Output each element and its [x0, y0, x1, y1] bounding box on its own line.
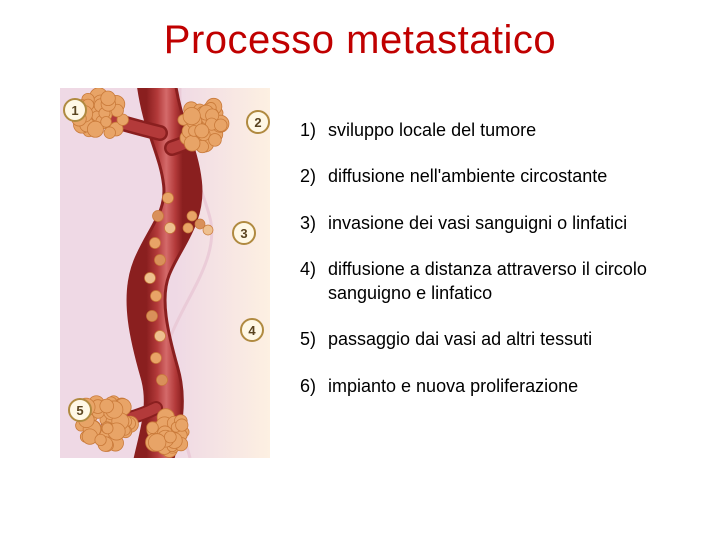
step-item: 5) passaggio dai vasi ad altri tessuti	[300, 327, 700, 351]
step-text: diffusione nell'ambiente circostante	[328, 164, 700, 188]
illustration-marker: 3	[232, 221, 256, 245]
step-number: 2)	[300, 164, 320, 188]
step-number: 5)	[300, 327, 320, 351]
step-text: passaggio dai vasi ad altri tessuti	[328, 327, 700, 351]
page-title: Processo metastatico	[0, 0, 720, 63]
step-text: impianto e nuova proliferazione	[328, 374, 700, 398]
illustration-marker: 4	[240, 318, 264, 342]
illustration-marker: 5	[68, 398, 92, 422]
illustration-marker: 1	[63, 98, 87, 122]
steps-list: 1) sviluppo locale del tumore 2) diffusione…	[300, 88, 700, 458]
step-item: 3) invasione dei vasi sanguigni o linfati…	[300, 211, 700, 235]
illustration-marker: 2	[246, 110, 270, 134]
step-item: 4)diffusione a distanza attraverso il ci…	[300, 257, 700, 306]
content-row: 1 2 3 4 5 1) sviluppo locale del tumore 2) diff…	[0, 88, 720, 458]
step-number: 1)	[300, 118, 320, 142]
step-number: 3)	[300, 211, 320, 235]
step-number: 6)	[300, 374, 320, 398]
step-text: invasione dei vasi sanguigni o linfatici	[328, 211, 700, 235]
step-text: sviluppo locale del tumore	[328, 118, 700, 142]
illustration-svg	[60, 88, 270, 458]
step-item: 1) sviluppo locale del tumore	[300, 118, 700, 142]
step-item: 6) impianto e nuova proliferazione	[300, 374, 700, 398]
step-text: diffusione a distanza attraverso il circ…	[328, 257, 700, 306]
step-item: 2) diffusione nell'ambiente circostante	[300, 164, 700, 188]
metastasis-illustration: 1 2 3 4 5	[60, 88, 270, 458]
step-number: 4)	[300, 257, 320, 306]
